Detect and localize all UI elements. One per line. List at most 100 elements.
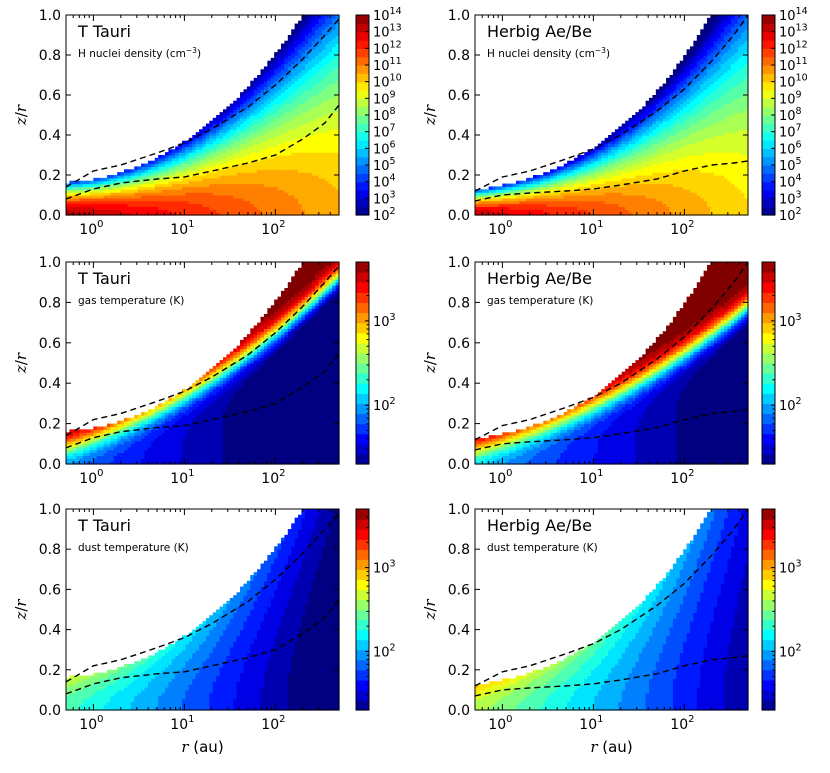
heatmap-cell (301, 83, 306, 88)
heatmap-cell (707, 140, 712, 145)
heatmap-cell (161, 155, 166, 159)
heatmap-cell (325, 80, 330, 85)
heatmap-cell (536, 175, 541, 179)
heatmap-cell (591, 189, 596, 193)
heatmap-cell (693, 123, 698, 128)
heatmap-cell (662, 172, 667, 176)
heatmap-cell (89, 203, 94, 208)
heatmap-cell (325, 89, 330, 93)
heatmap-cell (178, 203, 183, 208)
heatmap-cell (308, 60, 313, 65)
heatmap-cell (226, 160, 231, 165)
heatmap-cell (689, 92, 694, 96)
heatmap-cell (556, 183, 561, 188)
heatmap-cell (325, 66, 330, 70)
heatmap-cell (325, 115, 330, 119)
heatmap-cell (573, 212, 578, 216)
heatmap-cell (679, 172, 684, 176)
heatmap-cell (274, 206, 279, 210)
heatmap-cell (689, 143, 694, 148)
heatmap-cell (318, 209, 323, 213)
heatmap-cell (710, 209, 715, 213)
heatmap-cell (287, 180, 292, 185)
heatmap-cell (267, 212, 272, 216)
heatmap-cell (662, 152, 667, 156)
heatmap-cell (175, 152, 180, 156)
heatmap-cell (614, 143, 619, 148)
heatmap-cell (703, 206, 708, 210)
heatmap-cell (246, 89, 251, 93)
heatmap-cell (308, 26, 313, 30)
heatmap-cell (287, 77, 292, 82)
heatmap-cell (570, 192, 575, 196)
heatmap-cell (332, 160, 337, 165)
heatmap-cell (284, 195, 289, 199)
heatmap-cell (659, 186, 664, 190)
heatmap-cell (233, 137, 238, 142)
heatmap-cell (652, 209, 657, 213)
heatmap-cell (703, 23, 708, 28)
heatmap-cell (679, 100, 684, 105)
heatmap-cell (659, 135, 664, 139)
heatmap-cell (707, 97, 712, 102)
heatmap-cell (563, 163, 568, 168)
heatmap-cell (127, 209, 132, 213)
heatmap-cell (635, 192, 640, 196)
heatmap-cell (291, 37, 296, 42)
heatmap-cell (335, 86, 340, 90)
heatmap-cell (666, 203, 671, 208)
heatmap-cell (696, 120, 701, 125)
heatmap-cell (638, 143, 643, 148)
heatmap-cell (652, 100, 657, 105)
heatmap-cell (332, 209, 337, 213)
heatmap-cell (315, 49, 320, 53)
heatmap-cell (502, 192, 507, 196)
heatmap-cell (154, 183, 159, 188)
heatmap-cell (321, 189, 326, 193)
heatmap-cell (209, 206, 214, 210)
heatmap-cell (638, 209, 643, 213)
heatmap-cell (570, 183, 575, 188)
heatmap-cell (168, 175, 173, 179)
heatmap-cell (229, 160, 234, 165)
heatmap-cell (676, 80, 681, 85)
heatmap-cell (625, 197, 630, 202)
heatmap-cell (69, 197, 74, 202)
heatmap-cell (267, 120, 272, 125)
heatmap-cell (321, 89, 326, 93)
heatmap-cell (693, 115, 698, 119)
heatmap-cell (696, 43, 701, 48)
heatmap-cell (335, 123, 340, 128)
heatmap-cell (321, 106, 326, 110)
heatmap-cell (250, 189, 255, 193)
heatmap-cell (567, 166, 572, 170)
heatmap-cell (151, 197, 156, 202)
heatmap-cell (539, 175, 544, 179)
heatmap-cell (683, 206, 688, 210)
heatmap-cell (328, 129, 333, 133)
heatmap-cell (550, 197, 555, 202)
heatmap-cell (315, 157, 320, 162)
heatmap-cell (202, 203, 207, 208)
heatmap-cell (696, 163, 701, 168)
heatmap-cell (284, 112, 289, 116)
heatmap-cell (226, 192, 231, 196)
heatmap-cell (103, 195, 108, 199)
heatmap-cell (144, 172, 149, 176)
heatmap-cell (533, 206, 538, 210)
heatmap-cell (274, 75, 279, 79)
heatmap-cell (253, 200, 258, 205)
heatmap-cell (277, 172, 282, 176)
heatmap-cell (147, 175, 152, 179)
heatmap-cell (567, 172, 572, 176)
heatmap-cell (315, 209, 320, 213)
heatmap-cell (587, 206, 592, 210)
heatmap-cell (573, 163, 578, 168)
heatmap-cell (601, 203, 606, 208)
heatmap-cell (66, 209, 71, 213)
heatmap-cell (240, 115, 245, 119)
heatmap-cell (267, 115, 272, 119)
heatmap-cell (294, 109, 299, 113)
heatmap-cell (666, 160, 671, 165)
heatmap-cell (298, 140, 303, 145)
